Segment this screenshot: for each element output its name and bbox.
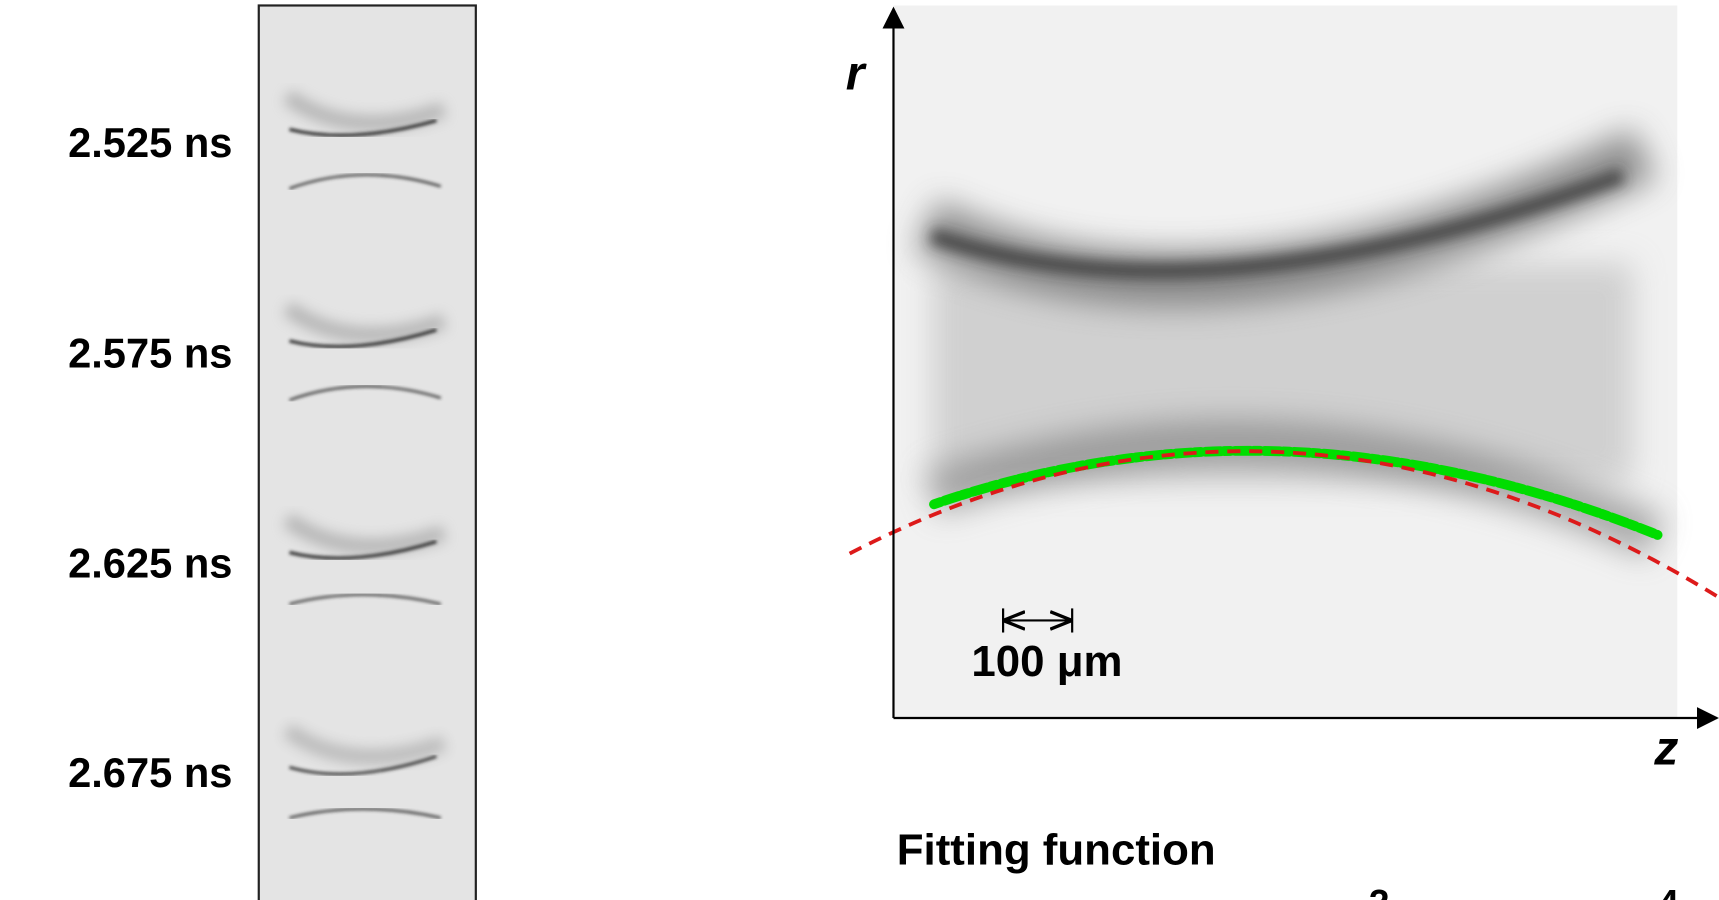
y-axis-label: r	[846, 46, 867, 100]
frame-label: 2.525 ns	[68, 119, 232, 166]
x-axis-label: z	[1653, 722, 1678, 776]
caption-title: Fitting function	[897, 825, 1216, 874]
frame-strip	[259, 5, 476, 900]
frame-label: 2.575 ns	[68, 329, 232, 376]
figure: 2.525 ns 2.575 ns 2.625 ns 2.675 ns r z …	[0, 0, 1719, 900]
scale-bar-label: 100 μm	[971, 637, 1122, 686]
frame-label: 2.675 ns	[68, 749, 232, 796]
formula-fragment: 4	[1658, 881, 1679, 900]
page: 2.525 ns 2.575 ns 2.625 ns 2.675 ns r z …	[0, 0, 1719, 900]
formula-fragment: 2	[1369, 881, 1390, 900]
frame-label: 2.625 ns	[68, 540, 232, 587]
